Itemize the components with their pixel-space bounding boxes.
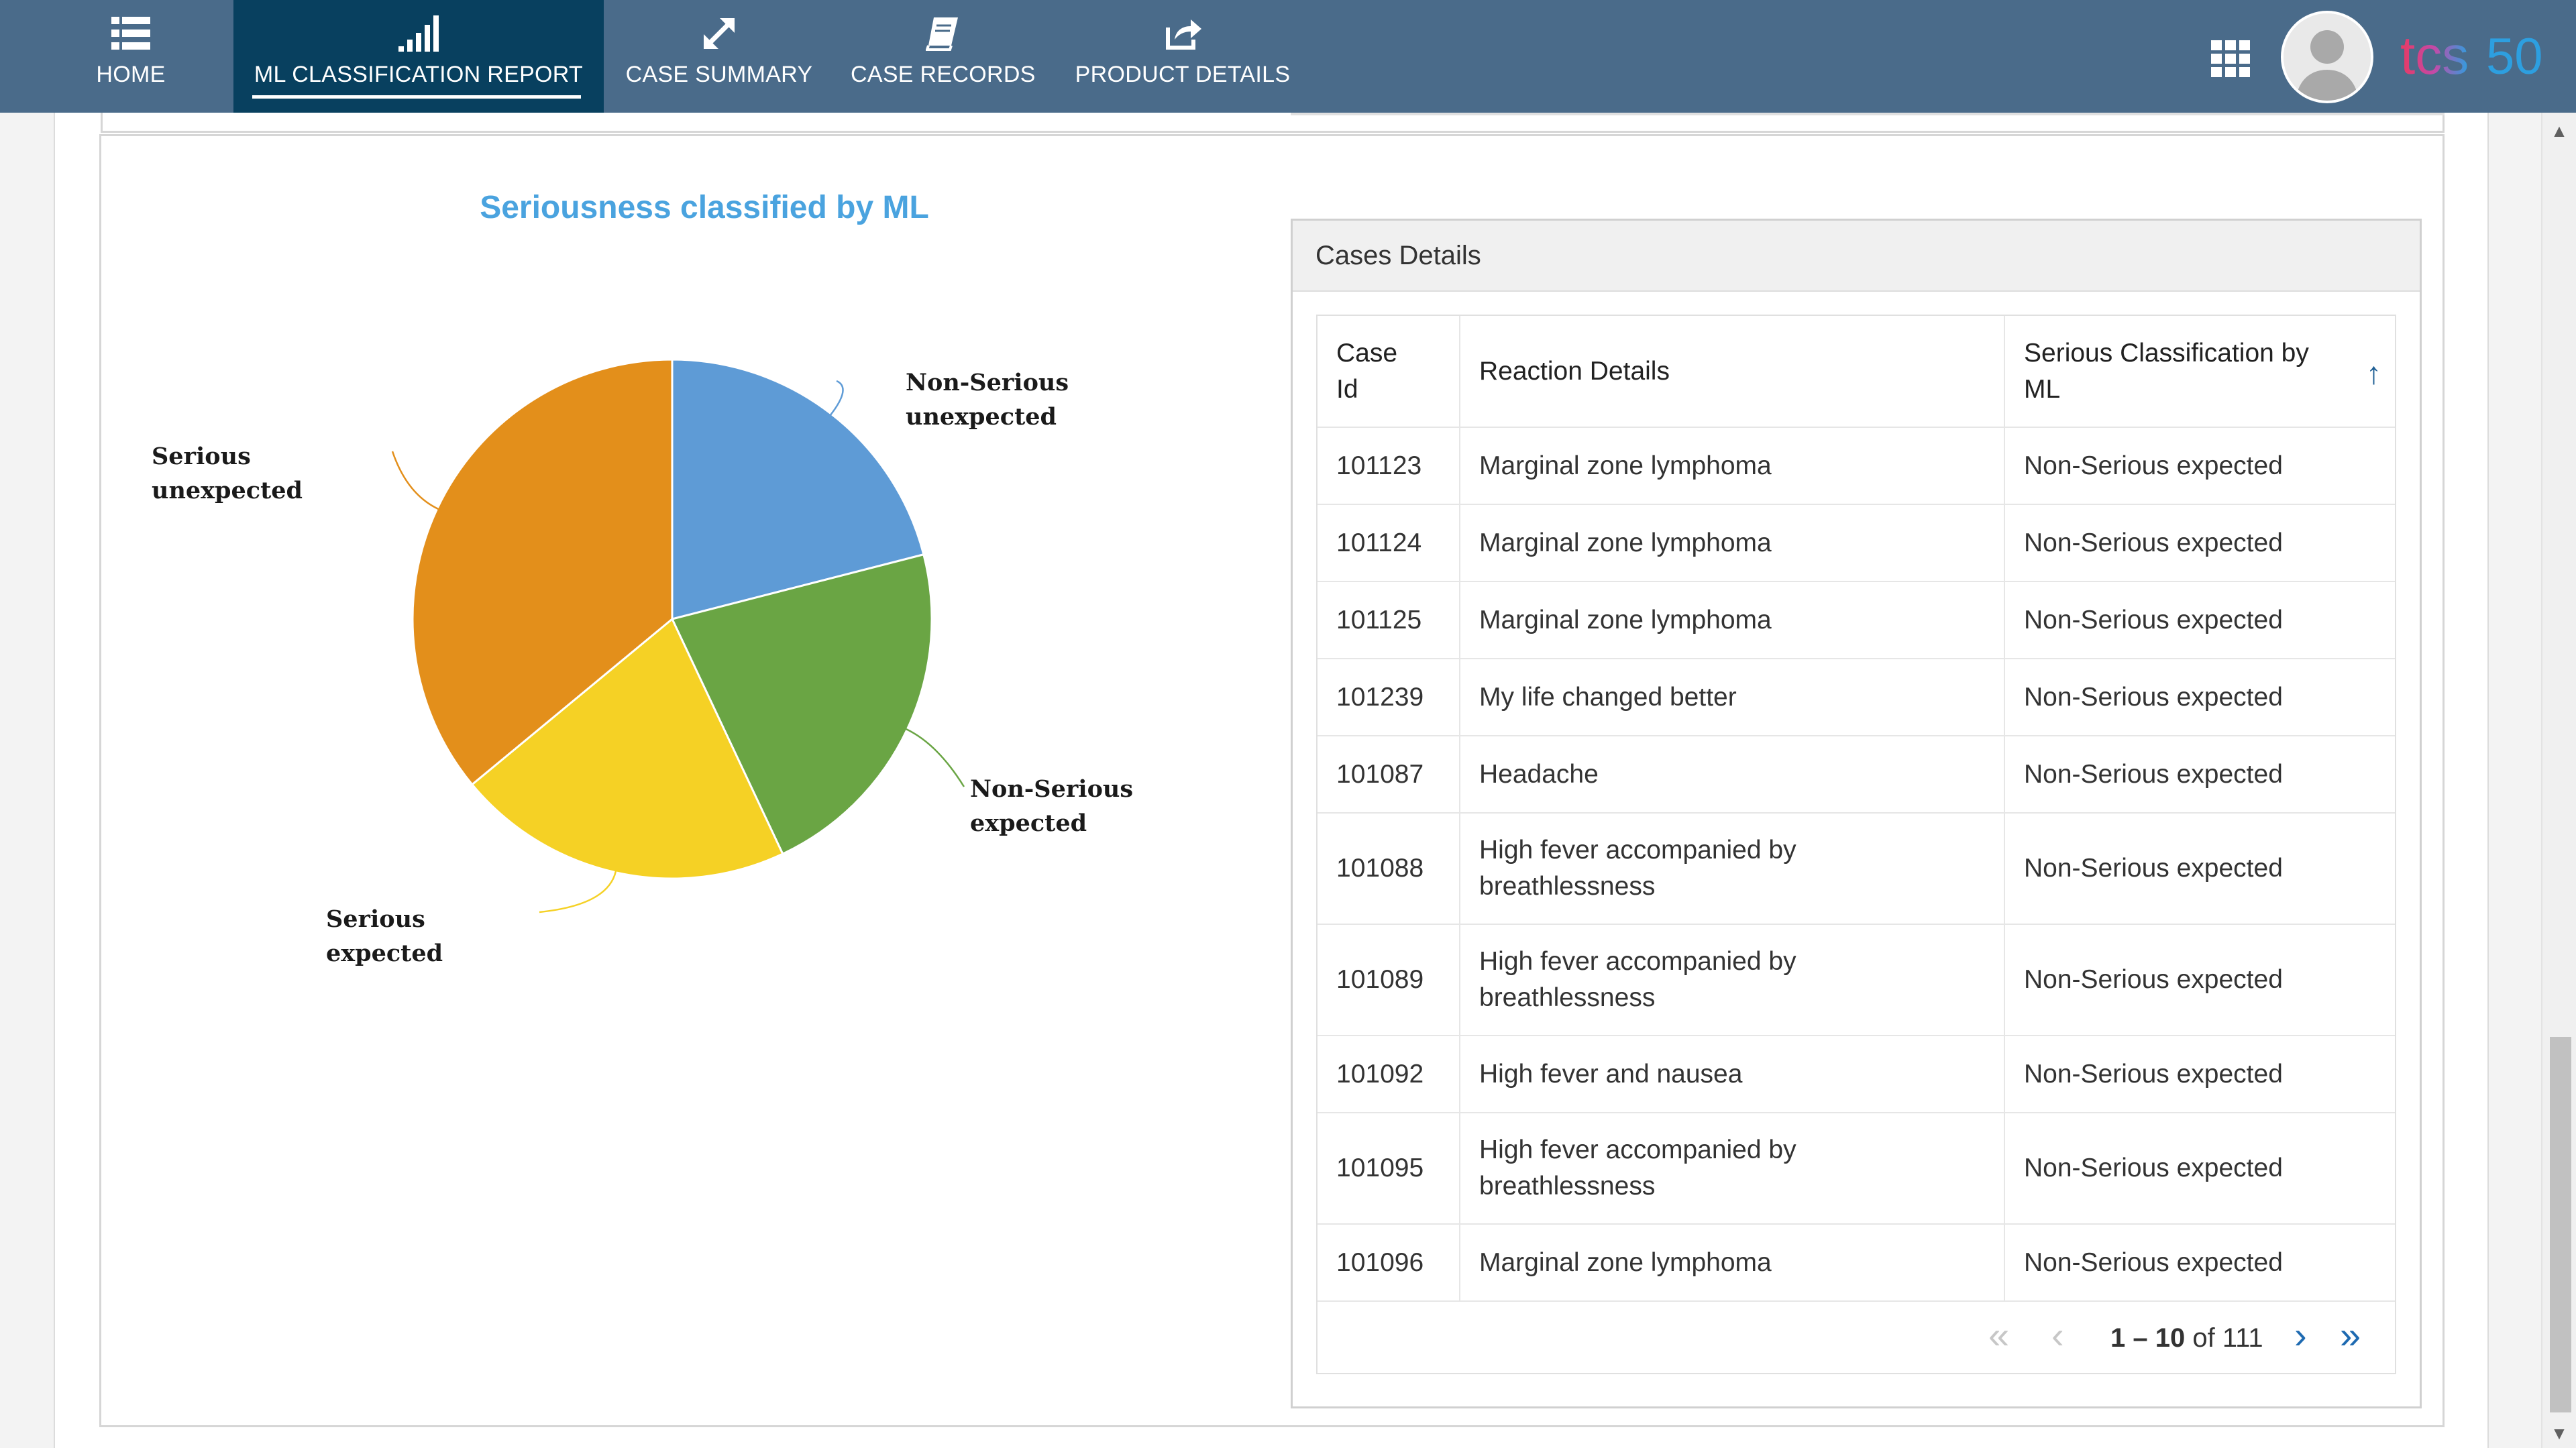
column-header-serious-classification[interactable]: Serious Classification by ML ↑ xyxy=(2004,316,2395,428)
table-row[interactable]: 101088 High fever accompanied by breathle… xyxy=(1318,813,2395,925)
classification-cell: Non-Serious expected xyxy=(2004,659,2395,736)
share-icon xyxy=(1073,15,1292,52)
nav-case-records-label: CASE RECORDS xyxy=(851,62,1036,87)
table-row[interactable]: 101239 My life changed better Non-Seriou… xyxy=(1318,659,2395,736)
pie-leader-line xyxy=(539,871,617,913)
reaction-cell: My life changed better xyxy=(1459,659,2004,736)
nav-ml-report-label: ML CLASSIFICATION REPORT xyxy=(254,62,584,87)
case-id-cell: 101096 xyxy=(1318,1224,1460,1302)
case-id-cell: 101095 xyxy=(1318,1113,1460,1225)
pie-leader-line xyxy=(829,380,844,416)
user-avatar[interactable] xyxy=(2281,11,2373,103)
previous-page-icon[interactable]: ‹ xyxy=(2051,1314,2064,1356)
sort-ascending-icon[interactable]: ↑ xyxy=(2366,355,2381,390)
svg-text:50: 50 xyxy=(2486,28,2543,85)
column-header-reaction-details[interactable]: Reaction Details xyxy=(1459,316,2004,428)
column-header-case-id[interactable]: Case Id xyxy=(1318,316,1460,428)
brand-logo: tcs 50 xyxy=(2400,28,2543,85)
next-page-icon[interactable]: › xyxy=(2294,1314,2307,1356)
case-id-cell: 101123 xyxy=(1318,427,1460,505)
page-range-text: 1 – 10 of 111 xyxy=(2110,1323,2263,1353)
classification-cell: Non-Serious expected xyxy=(2004,1036,2395,1113)
pie-leader-line xyxy=(905,728,965,787)
label-serious-expected-2: expected xyxy=(326,940,443,967)
scrollbar-thumb[interactable] xyxy=(2550,1037,2571,1412)
classification-cell: Non-Serious expected xyxy=(2004,813,2395,925)
reaction-cell: High fever and nausea xyxy=(1459,1036,2004,1113)
table-row[interactable]: 101089 High fever accompanied by breathle… xyxy=(1318,924,2395,1036)
classification-cell: Non-Serious expected xyxy=(2004,736,2395,814)
nav-case-summary[interactable]: CASE SUMMARY xyxy=(624,0,814,113)
reaction-cell: Headache xyxy=(1459,736,2004,814)
cases-table: Case Id Reaction Details Serious Classif… xyxy=(1318,316,2395,1302)
active-tab-underline xyxy=(252,95,581,99)
case-id-cell: 101239 xyxy=(1318,659,1460,736)
case-id-cell: 101087 xyxy=(1318,736,1460,814)
table-paginator: « ‹ 1 – 10 of 111 › » xyxy=(1318,1302,2395,1373)
label-non-serious-expected-1: Non-Serious xyxy=(970,775,1133,803)
nav-product-details[interactable]: PRODUCT DETAILS xyxy=(1073,0,1292,113)
label-serious-unexpected-2: unexpected xyxy=(152,477,303,504)
table-row[interactable]: 101087 Headache Non-Serious expected xyxy=(1318,736,2395,814)
scroll-up-arrow-icon[interactable]: ▲ xyxy=(2551,121,2568,141)
classification-cell: Non-Serious expected xyxy=(2004,1224,2395,1302)
book-icon xyxy=(851,15,1034,52)
reaction-cell: Marginal zone lymphoma xyxy=(1459,427,2004,505)
classification-cell: Non-Serious expected xyxy=(2004,504,2395,582)
table-row[interactable]: 101125 Marginal zone lymphoma Non-Seriou… xyxy=(1318,581,2395,659)
table-row[interactable]: 101123 Marginal zone lymphoma Non-Seriou… xyxy=(1318,427,2395,505)
svg-text:tcs: tcs xyxy=(2400,28,2469,85)
cases-details-panel: Cases Details Case Id Reaction Details S… xyxy=(1291,219,2422,1408)
list-icon xyxy=(80,15,181,52)
classification-cell: Non-Serious expected xyxy=(2004,1113,2395,1225)
apps-grid-icon[interactable] xyxy=(2211,40,2251,77)
table-row[interactable]: 101124 Marginal zone lymphoma Non-Seriou… xyxy=(1318,504,2395,582)
classification-cell: Non-Serious expected xyxy=(2004,581,2395,659)
top-navbar: HOME ML CLASSIFICATION REPORT CASE SUMMA… xyxy=(0,0,2576,113)
first-page-icon[interactable]: « xyxy=(1988,1314,2010,1356)
case-id-cell: 101088 xyxy=(1318,813,1460,925)
cases-table-container: Case Id Reaction Details Serious Classif… xyxy=(1316,315,2396,1374)
label-serious-expected-1: Serious xyxy=(326,905,425,933)
case-id-cell: 101124 xyxy=(1318,504,1460,582)
label-serious-unexpected-1: Serious xyxy=(152,443,251,470)
pie-leader-line xyxy=(391,451,439,510)
table-row[interactable]: 101092 High fever and nausea Non-Serious… xyxy=(1318,1036,2395,1113)
label-non-serious-unexpected-2: unexpected xyxy=(906,403,1057,431)
reaction-cell: High fever accompanied by breathlessness xyxy=(1459,813,2004,925)
table-row[interactable]: 101095 High fever accompanied by breathle… xyxy=(1318,1113,2395,1225)
label-non-serious-unexpected-1: Non-Serious xyxy=(906,369,1069,396)
nav-case-summary-label: CASE SUMMARY xyxy=(625,62,813,87)
table-row[interactable]: 101096 Marginal zone lymphoma Non-Seriou… xyxy=(1318,1224,2395,1302)
cases-panel-title: Cases Details xyxy=(1316,241,1481,270)
bar-signal-icon xyxy=(233,15,604,52)
nav-ml-classification-report[interactable]: ML CLASSIFICATION REPORT xyxy=(233,0,604,113)
cases-panel-header: Cases Details xyxy=(1293,221,2420,292)
upper-panel-edge xyxy=(1291,113,2445,115)
nav-case-records[interactable]: CASE RECORDS xyxy=(851,0,1036,113)
reaction-cell: Marginal zone lymphoma xyxy=(1459,1224,2004,1302)
label-non-serious-expected-2: expected xyxy=(970,810,1087,837)
reaction-cell: Marginal zone lymphoma xyxy=(1459,581,2004,659)
classification-cell: Non-Serious expected xyxy=(2004,427,2395,505)
vertical-scrollbar[interactable]: ▲ ▼ xyxy=(2541,113,2576,1448)
last-page-icon[interactable]: » xyxy=(2340,1314,2361,1356)
expand-arrows-icon xyxy=(624,15,814,52)
chart-title: Seriousness classified by ML xyxy=(480,190,929,225)
previous-card-edge xyxy=(101,113,2445,133)
reaction-cell: High fever accompanied by breathlessness xyxy=(1459,1113,2004,1225)
scroll-down-arrow-icon[interactable]: ▼ xyxy=(2551,1423,2568,1443)
reaction-cell: High fever accompanied by breathlessness xyxy=(1459,924,2004,1036)
case-id-cell: 101089 xyxy=(1318,924,1460,1036)
nav-product-details-label: PRODUCT DETAILS xyxy=(1075,62,1291,87)
pie-chart: Non-Serious unexpected Non-Serious expec… xyxy=(152,358,1133,967)
case-id-cell: 101125 xyxy=(1318,581,1460,659)
nav-home[interactable]: HOME xyxy=(80,0,181,113)
classification-cell: Non-Serious expected xyxy=(2004,924,2395,1036)
nav-home-label: HOME xyxy=(96,62,166,87)
case-id-cell: 101092 xyxy=(1318,1036,1460,1113)
reaction-cell: Marginal zone lymphoma xyxy=(1459,504,2004,582)
